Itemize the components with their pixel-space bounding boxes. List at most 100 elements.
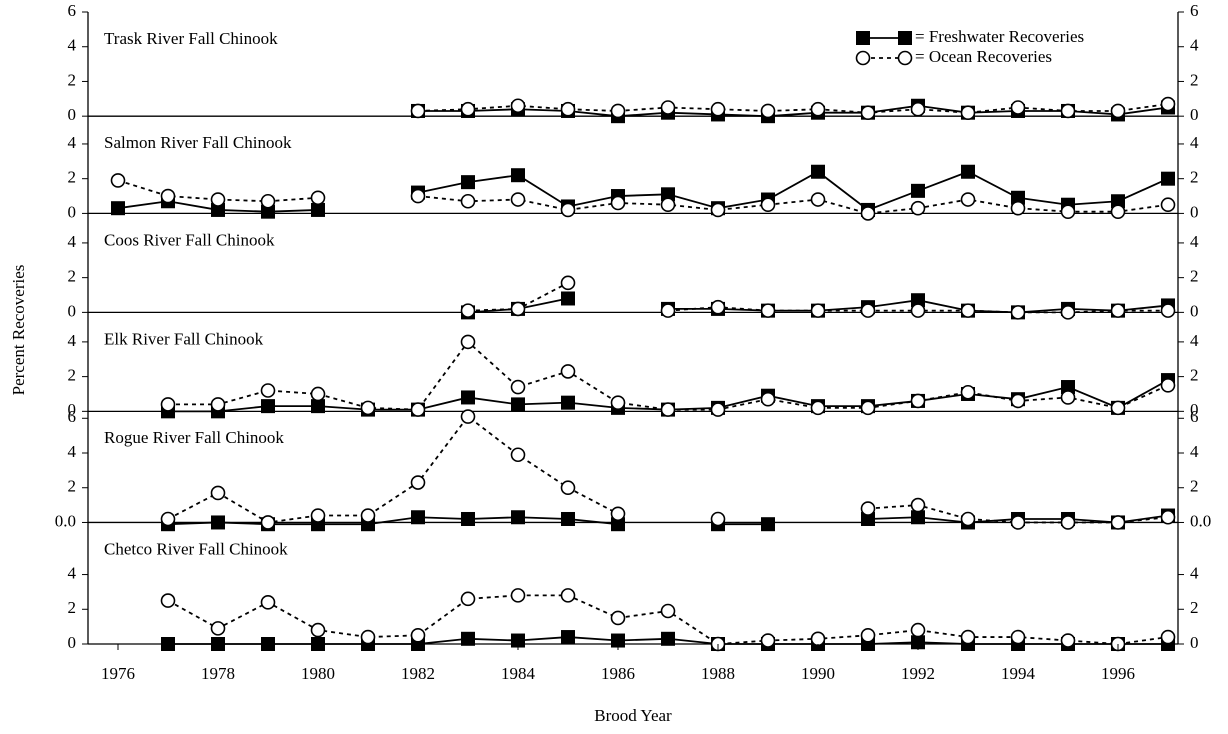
marker <box>1110 103 1126 119</box>
marker <box>910 200 926 216</box>
marker <box>310 190 326 206</box>
marker <box>311 399 325 414</box>
marker <box>1161 171 1175 186</box>
y2-tick-label: 2 <box>1190 598 1199 617</box>
y-tick-label: 0 <box>68 400 77 419</box>
marker <box>1011 190 1025 205</box>
y2-tick-label: 4 <box>1190 36 1199 55</box>
marker <box>411 510 425 525</box>
marker <box>511 510 525 525</box>
legend-marker <box>856 31 870 45</box>
marker <box>810 400 826 416</box>
marker <box>960 629 976 645</box>
y2-tick-label: 0 <box>1190 633 1199 652</box>
marker <box>710 402 726 417</box>
marker <box>810 303 826 318</box>
series-line <box>417 103 1169 114</box>
y2-tick-label: 4 <box>1190 563 1199 582</box>
x-tick-label: 1976 <box>101 664 135 683</box>
y-tick-label: 6 <box>68 407 77 426</box>
marker <box>460 591 476 607</box>
marker <box>510 588 526 603</box>
y-tick-label: 4 <box>68 36 77 55</box>
marker <box>860 206 876 221</box>
marker <box>1110 515 1126 530</box>
marker <box>811 164 825 179</box>
marker <box>210 397 226 412</box>
marker <box>610 195 626 211</box>
marker <box>460 193 476 209</box>
marker <box>160 511 176 527</box>
y-tick-label: 4 <box>68 442 77 461</box>
marker <box>310 622 326 638</box>
marker <box>511 633 525 648</box>
x-tick-label: 1988 <box>701 664 735 683</box>
marker <box>260 595 276 610</box>
marker <box>161 637 175 651</box>
series-line <box>168 340 1169 411</box>
y-tick-label: 2 <box>68 267 77 286</box>
marker <box>160 397 176 412</box>
marker <box>460 334 476 350</box>
marker <box>610 103 626 119</box>
marker <box>261 204 275 219</box>
y-tick-label: 0 <box>68 202 77 221</box>
x-tick-label: 1980 <box>301 664 335 683</box>
marker <box>1060 103 1076 119</box>
y2-tick-label: 2 <box>1190 267 1199 286</box>
marker <box>610 610 626 626</box>
marker <box>310 508 326 523</box>
marker <box>1160 377 1176 393</box>
marker <box>710 511 726 527</box>
marker <box>611 633 625 648</box>
marker <box>110 173 126 188</box>
y2-tick-label: 2 <box>1190 70 1199 89</box>
marker <box>210 485 226 501</box>
y2-tick-label: 4 <box>1190 442 1199 461</box>
marker <box>860 628 876 643</box>
marker <box>960 384 976 400</box>
marker <box>360 629 376 645</box>
marker <box>761 517 775 532</box>
y2-tick-label: 4 <box>1190 133 1199 152</box>
marker <box>460 409 476 424</box>
y2-tick-label: 2 <box>1190 477 1199 496</box>
marker <box>211 515 225 530</box>
y2-tick-label: 6 <box>1190 1 1199 20</box>
series-line <box>117 170 1169 213</box>
x-tick-label: 1996 <box>1101 664 1135 683</box>
marker <box>1010 100 1026 115</box>
marker <box>510 192 526 207</box>
y-tick-label: 0 <box>68 633 77 652</box>
marker <box>1060 305 1076 320</box>
marker <box>710 101 726 117</box>
x-tick-label: 1978 <box>201 664 235 683</box>
legend-label: = Ocean Recoveries <box>915 47 1052 66</box>
marker <box>461 631 475 646</box>
marker <box>360 400 376 416</box>
marker <box>410 188 426 204</box>
marker <box>960 105 976 121</box>
marker <box>660 197 676 213</box>
marker <box>911 183 925 198</box>
y2-tick-label: 6 <box>1190 407 1199 426</box>
marker <box>1061 380 1075 395</box>
marker <box>561 395 575 410</box>
marker <box>410 103 426 119</box>
marker <box>510 447 526 463</box>
marker <box>810 192 826 207</box>
series-line <box>418 104 1169 118</box>
marker <box>910 622 926 638</box>
marker <box>510 379 526 395</box>
marker <box>1010 305 1026 320</box>
marker <box>561 630 575 645</box>
y-tick-label: 0 <box>68 301 77 320</box>
marker <box>661 187 675 202</box>
marker <box>461 511 475 526</box>
panel-title: Chetco River Fall Chinook <box>104 539 288 558</box>
y-tick-label: 6 <box>68 1 77 20</box>
panel-title: Trask River Fall Chinook <box>104 29 278 48</box>
marker <box>410 628 426 643</box>
y-tick-label: 0.0 <box>55 511 76 530</box>
